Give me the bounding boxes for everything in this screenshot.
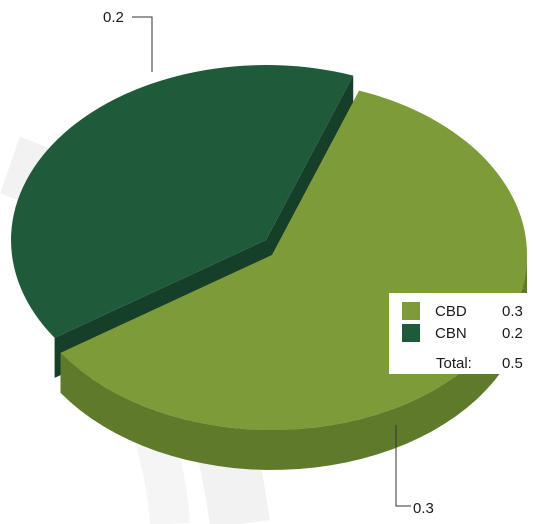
leader-lines (132, 16, 411, 507)
legend-value-cbn: 0.2 (502, 325, 523, 342)
legend-label-cbn: CBN (435, 325, 467, 342)
data-label-cbd: 0.3 (413, 500, 434, 517)
pie-slices (11, 65, 528, 470)
legend: CBD 0.3 CBN 0.2 Total: 0.5 (389, 293, 530, 374)
legend-total-label: Total: (436, 355, 472, 372)
data-labels: 0.2 0.3 (103, 9, 434, 517)
data-label-cbn: 0.2 (103, 9, 124, 26)
slice-cbn (11, 65, 354, 338)
legend-swatch-cbn (402, 324, 420, 342)
legend-label-cbd: CBD (435, 303, 467, 320)
leader-line-cbn (132, 16, 153, 72)
slice-side-cbd (60, 255, 527, 470)
legend-swatch-cbd (402, 302, 420, 320)
legend-total-value: 0.5 (502, 355, 523, 372)
legend-value-cbd: 0.3 (502, 303, 523, 320)
leader-line-cbd (395, 425, 411, 507)
